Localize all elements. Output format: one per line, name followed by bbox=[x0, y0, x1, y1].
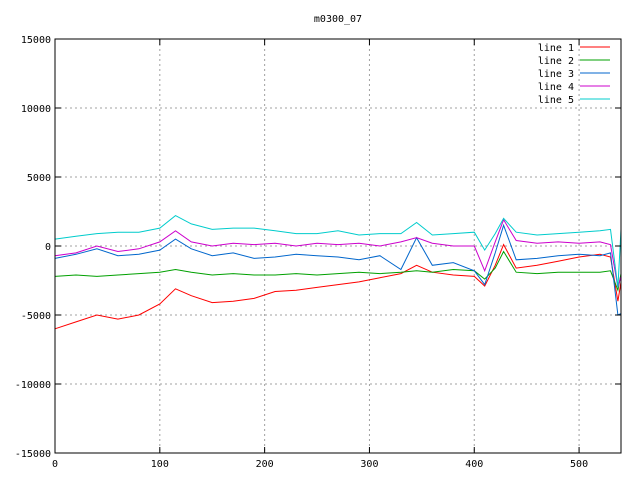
axis-ticks: 0 100 200 300 400 500 -15000 -10000 -5000 0 5000 10… bbox=[15, 35, 621, 470]
y-tick-label: -5000 bbox=[21, 311, 51, 322]
series-line-2 bbox=[54, 250, 622, 293]
x-tick-label: 100 bbox=[151, 459, 169, 470]
chart-title: m0300_07 bbox=[314, 14, 362, 25]
grid-lines bbox=[55, 39, 621, 453]
series-line-5 bbox=[54, 215, 622, 288]
x-tick-label: 300 bbox=[360, 459, 378, 470]
series-line-1 bbox=[54, 243, 622, 330]
series-lines bbox=[54, 215, 622, 330]
x-tick-label: 400 bbox=[465, 459, 483, 470]
y-tick-label: 10000 bbox=[21, 104, 51, 115]
series-line-3 bbox=[54, 223, 622, 316]
y-tick-label: 0 bbox=[45, 242, 51, 253]
legend-label: line 4 bbox=[538, 82, 574, 93]
y-tick-label: 5000 bbox=[27, 173, 51, 184]
x-tick-label: 500 bbox=[570, 459, 588, 470]
legend-label: line 5 bbox=[538, 95, 574, 106]
legend-label: line 2 bbox=[538, 56, 574, 67]
x-tick-label: 200 bbox=[256, 459, 274, 470]
legend: line 1 line 2 line 3 line 4 line 5 bbox=[538, 43, 610, 106]
y-tick-label: -15000 bbox=[15, 449, 51, 460]
series-line-4 bbox=[54, 218, 622, 288]
y-tick-label: 15000 bbox=[21, 35, 51, 46]
y-tick-label: -10000 bbox=[15, 380, 51, 391]
legend-label: line 1 bbox=[538, 43, 574, 54]
x-tick-label: 0 bbox=[52, 459, 58, 470]
legend-label: line 3 bbox=[538, 69, 574, 80]
